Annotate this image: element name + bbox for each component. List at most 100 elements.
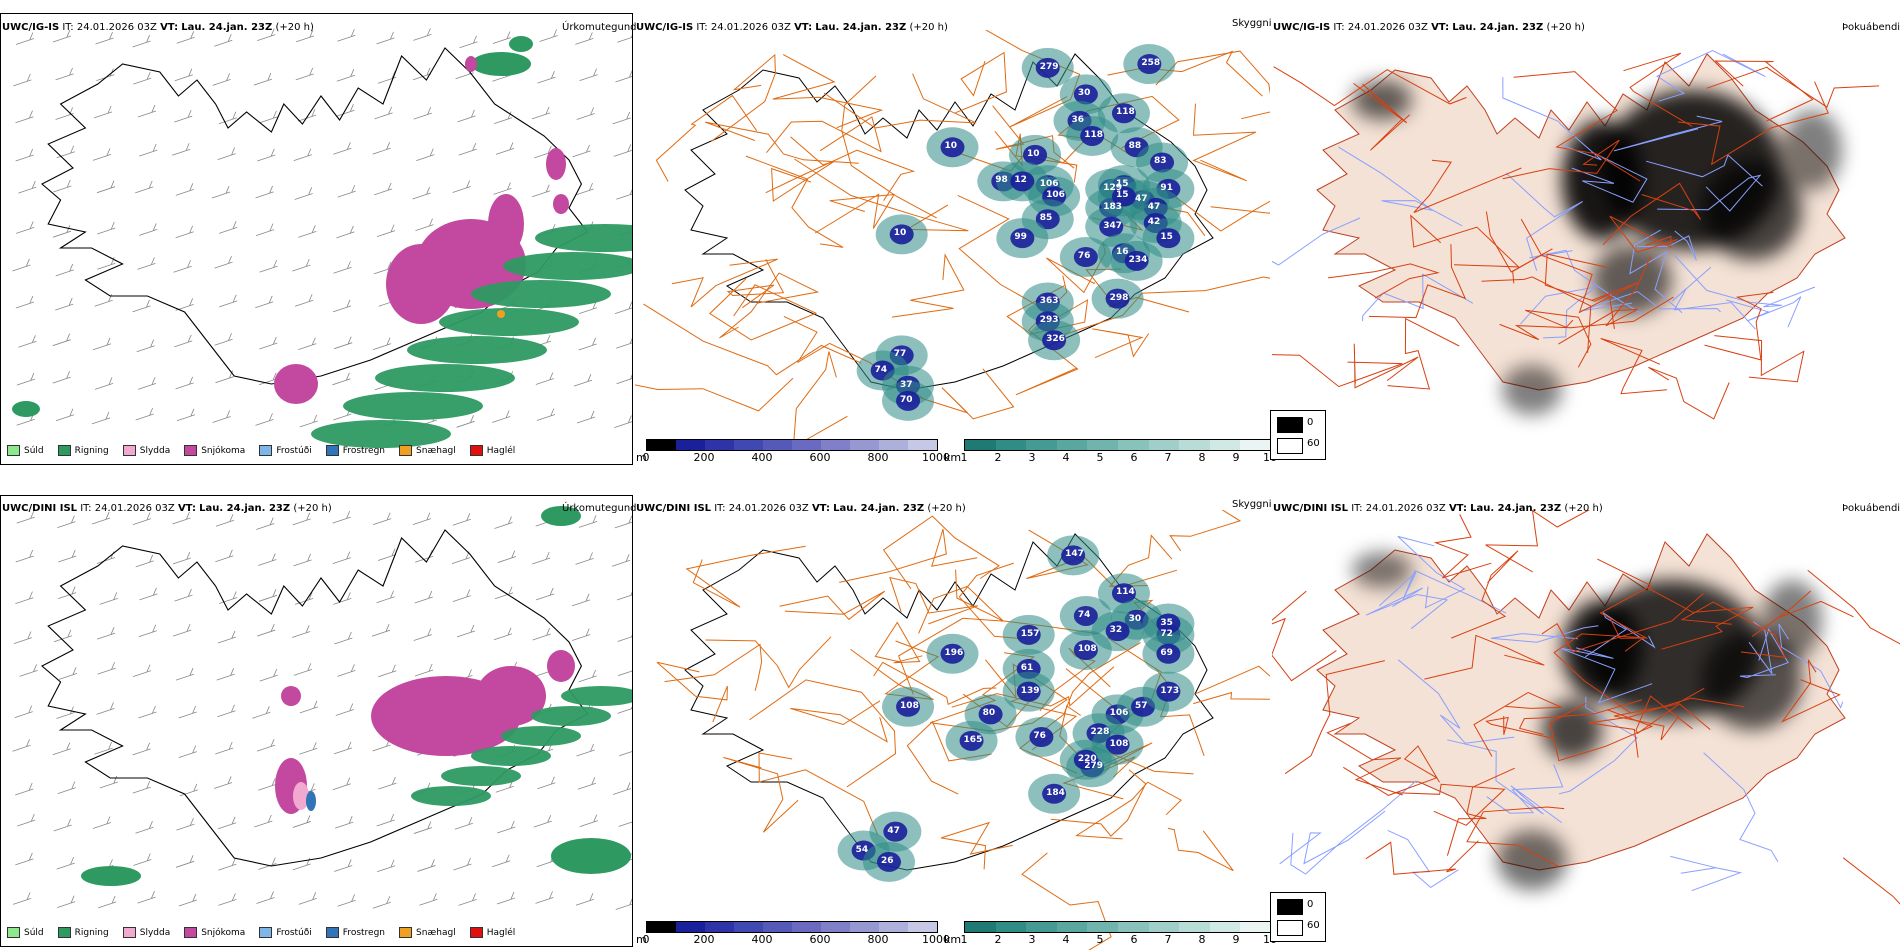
map-area [12,401,40,417]
wind-barb [376,859,396,873]
road [1613,115,1723,152]
road [1092,328,1150,359]
wind-barb [575,32,594,45]
legend-swatch [7,445,20,456]
wind-barb [56,706,75,719]
colorbar-cell [1087,440,1118,450]
road [1580,290,1721,313]
wind-barb [216,668,235,681]
road [891,253,965,318]
wind-barb [215,370,234,384]
wind-barb [253,72,273,86]
visibility-value-label: 139 [1020,685,1040,696]
wind-barb [217,147,236,160]
map-area [896,390,921,411]
wind-barb [174,334,193,348]
fog-area [1562,120,1642,240]
wind-barb [576,107,595,120]
map-area [411,786,491,806]
colorbar-cell [647,440,676,450]
wind-barb [495,142,515,155]
visibility-value-label: 70 [900,394,913,405]
map-area [471,280,611,308]
colorbar-tick: 1 [960,451,968,464]
wind-barb [376,813,395,827]
wind-barb [412,186,431,200]
vt-label: VT: [1431,22,1450,33]
visibility-value-label: 347 [1103,220,1123,231]
visibility-value-label: 173 [1160,685,1180,696]
map-area [1035,209,1060,230]
fog-areas [1352,80,1842,415]
road [1549,702,1654,762]
wind-barb [292,512,311,526]
wind-barb [257,148,276,162]
map-area [978,704,1003,725]
wind-barb [615,70,632,83]
legend-item: Snæhagl [399,445,456,456]
road [1502,77,1602,161]
road [955,51,1007,114]
visibility-value-label: 61 [1020,662,1034,673]
wind-barb [94,294,113,307]
wind-barb [91,411,111,425]
wind-barb [372,896,391,909]
legend-label: Rigning [74,445,109,456]
road [671,258,779,308]
road [1609,215,1678,253]
road [1842,857,1900,905]
road [643,303,862,376]
road [1647,587,1754,650]
road [882,515,1000,590]
visibility-value-label: 15 [1115,190,1129,201]
road [1169,510,1242,552]
vt-label: VT: [1448,503,1467,514]
road [1284,660,1385,775]
visibility-value-label: 12 [1014,175,1027,186]
wind-barb [52,29,72,43]
precip-title-row1: Úrkomutegund [562,22,637,33]
wind-barb [453,857,472,871]
map-area [1111,186,1136,207]
header-row2-precip: UWC/DINI ISL IT: 24.01.2026 03Z VT: Lau.… [2,503,332,514]
wind-barb [334,631,353,645]
precip-areas [81,506,632,886]
wind-barb [257,28,276,41]
wind-barb [96,68,115,82]
colorbar-tick: 7 [1164,451,1172,464]
colorbar-tick: 2 [994,933,1002,946]
road [1751,590,1854,637]
it-label: IT: [80,503,92,514]
header-row1-vis: UWC/IG-IS IT: 24.01.2026 03Z VT: Lau. 24… [636,22,948,33]
wind-barb [452,180,471,193]
road [906,720,992,795]
visibility-value-label: 76 [1077,251,1091,262]
wind-barb [575,552,594,565]
wind-barb [579,68,598,81]
wind-barb [412,67,432,81]
road [1466,806,1565,867]
legend-label: Snæhagl [416,927,456,938]
visibility-value-label: 35 [1160,617,1173,628]
visibility-value-label: 258 [1141,58,1161,69]
wind-barb [293,148,312,162]
legend-label: Súld [24,445,44,456]
lead-time: (+20 h) [927,503,966,514]
visibility-value-label: 32 [1109,625,1123,636]
road [1502,139,1620,180]
road [1365,840,1479,875]
wind-barb [492,854,511,868]
wind-barb [372,337,392,351]
wind-barb [175,855,195,868]
colorbar-cell [1209,440,1241,450]
wind-barb [416,148,435,162]
wind-barb [532,184,551,198]
visibility-value-label: 83 [1154,156,1167,167]
colorbar-cell [763,440,792,450]
wind-barb [578,669,597,683]
wind-barb [532,551,551,565]
legend-swatch [57,927,71,938]
road [655,94,758,182]
colorbar-cell [1117,440,1149,450]
visibility-value-label: 147 [1065,549,1084,560]
